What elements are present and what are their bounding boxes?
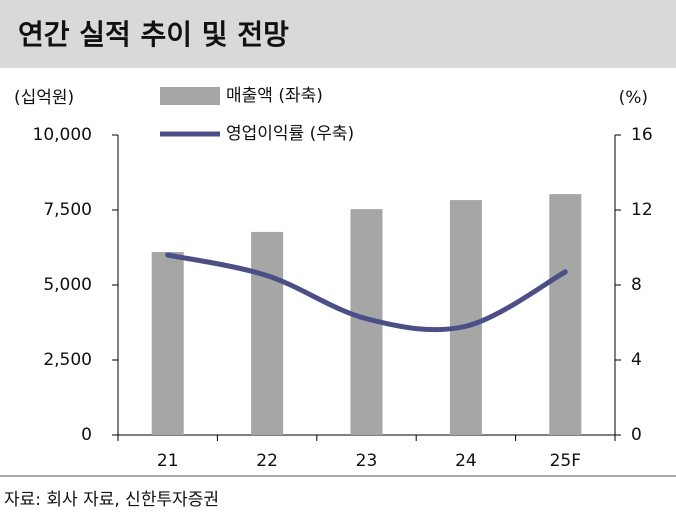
line (165, 252, 568, 333)
title-bar (0, 0, 676, 68)
y2-tick-label: 8 (631, 275, 642, 295)
y-tick-label: 0 (81, 425, 92, 445)
legend-label: 영업이익률 (우축) (226, 124, 354, 144)
title: 연간 실적 추이 및 전망 (18, 18, 289, 51)
x-tick-label: 24 (455, 451, 477, 471)
x-tick-label: 25F (550, 451, 581, 471)
y2-tick-label: 4 (631, 350, 642, 370)
y2-tick-label: 0 (631, 425, 642, 445)
bar (251, 231, 284, 435)
bar (151, 252, 184, 435)
x-tick-label: 22 (256, 451, 278, 471)
x-tick-label: 23 (356, 451, 378, 471)
y-axis-label: (십억원) (14, 88, 74, 108)
y-tick-label: 2,500 (43, 350, 92, 370)
y-tick-label: 10,000 (33, 125, 92, 145)
source: 자료: 회사 자료, 신한투자증권 (4, 490, 219, 510)
y-tick-label: 5,000 (43, 275, 92, 295)
bar (549, 194, 582, 435)
y-tick-label: 7,500 (43, 200, 92, 220)
y2-axis-label: (%) (619, 88, 648, 108)
legend-swatch (160, 87, 220, 105)
bar (449, 200, 482, 435)
legend-label: 매출액 (좌축) (226, 86, 323, 106)
y2-tick-label: 12 (631, 200, 653, 220)
x-tick-label: 21 (157, 451, 179, 471)
y2-tick-label: 16 (631, 125, 653, 145)
